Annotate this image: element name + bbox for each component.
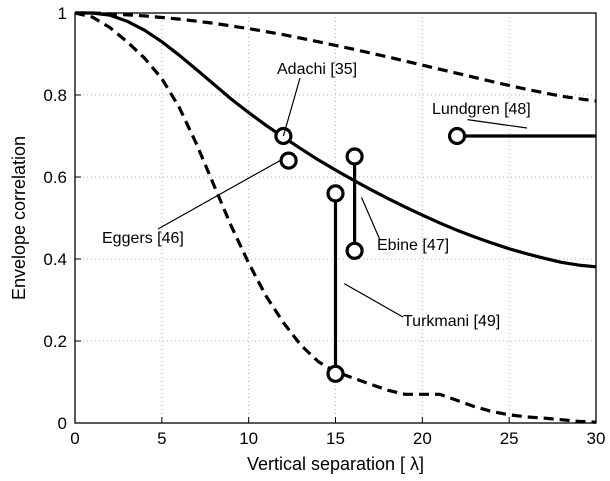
x-tick-label: 20 bbox=[413, 429, 432, 448]
annotation-eggers: Eggers [46] bbox=[102, 230, 184, 247]
y-tick-label: 0 bbox=[58, 414, 67, 433]
x-tick-label: 15 bbox=[326, 429, 345, 448]
y-tick-label: 0.6 bbox=[43, 168, 67, 187]
plot-frame bbox=[74, 12, 597, 424]
leader-line bbox=[360, 197, 381, 241]
annotation-lundgren: Lundgren [48] bbox=[432, 101, 531, 118]
series-line-1 bbox=[75, 11, 597, 269]
measurement-point bbox=[447, 126, 467, 146]
y-tick-label: 0.8 bbox=[43, 86, 67, 105]
measurement-point bbox=[279, 151, 298, 170]
annotation-ebine: Ebine [47] bbox=[377, 237, 449, 254]
annotation-turkmani: Turkmani [49] bbox=[403, 313, 500, 330]
measurement-point bbox=[345, 241, 364, 260]
annotation-adachi: Adachi [35] bbox=[277, 61, 357, 78]
x-axis-label: Vertical separation [ λ] bbox=[247, 454, 424, 474]
leader-line bbox=[157, 160, 281, 230]
x-tick-label: 25 bbox=[500, 429, 519, 448]
leader-line bbox=[467, 119, 528, 129]
x-tick-label: 5 bbox=[157, 429, 166, 448]
y-tick-label: 1 bbox=[58, 4, 67, 23]
x-tick-label: 30 bbox=[587, 429, 606, 448]
measurement-point bbox=[345, 147, 364, 166]
y-tick-labels: 0 0.2 0.4 0.6 0.8 1 bbox=[43, 4, 67, 433]
x-tick-label: 10 bbox=[239, 429, 258, 448]
leader-line bbox=[343, 283, 404, 318]
measurement-point bbox=[326, 184, 345, 203]
x-tick-labels: 0 5 10 15 20 25 30 bbox=[70, 429, 605, 448]
series-line-0 bbox=[75, 11, 597, 103]
annotation-labels: Adachi [35] Lundgren [48] Eggers [46] Eb… bbox=[102, 61, 531, 330]
y-tick-label: 0.4 bbox=[43, 250, 67, 269]
measurement-point bbox=[326, 364, 345, 383]
x-tick-label: 0 bbox=[70, 429, 79, 448]
y-tick-label: 0.2 bbox=[43, 332, 67, 351]
y-axis-label: Envelope correlation bbox=[9, 136, 29, 300]
measurement-group bbox=[274, 126, 596, 383]
annotation-leaders bbox=[157, 77, 528, 318]
leader-line bbox=[282, 77, 301, 137]
